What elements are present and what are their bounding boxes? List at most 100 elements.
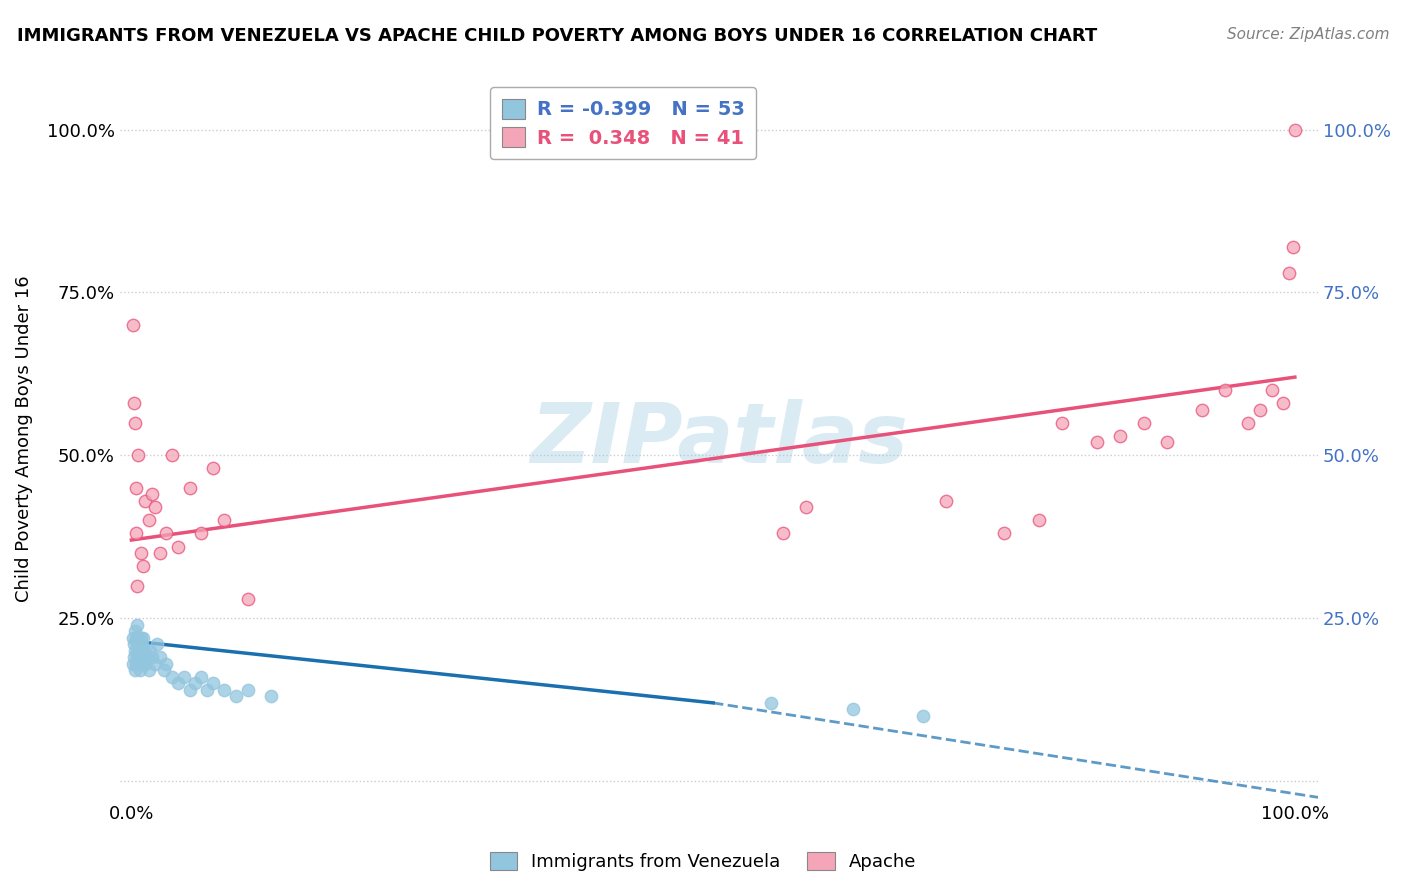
Point [129, 644, 152, 658]
Point [135, 650, 157, 665]
Point [141, 487, 163, 501]
Point [153, 663, 176, 677]
Point [124, 624, 146, 639]
Point [127, 650, 149, 665]
Point [214, 682, 236, 697]
Point [121, 318, 143, 332]
Point [128, 650, 150, 665]
Point [214, 513, 236, 527]
Point [160, 670, 183, 684]
Point [127, 448, 149, 462]
Point [167, 540, 190, 554]
Point [122, 637, 145, 651]
Point [772, 526, 794, 541]
Point [122, 650, 145, 665]
Point [127, 617, 149, 632]
Point [260, 690, 283, 704]
Point [138, 663, 160, 677]
Point [125, 657, 148, 671]
Point [1109, 429, 1132, 443]
Point [129, 631, 152, 645]
Point [155, 657, 177, 671]
Legend: R = -0.399   N = 53, R =  0.348   N = 41: R = -0.399 N = 53, R = 0.348 N = 41 [489, 87, 756, 160]
Point [132, 559, 155, 574]
Point [131, 650, 153, 665]
Text: Source: ZipAtlas.com: Source: ZipAtlas.com [1226, 27, 1389, 42]
Point [1281, 240, 1303, 254]
Point [128, 663, 150, 677]
Point [141, 650, 163, 665]
Point [1213, 383, 1236, 397]
Point [1132, 416, 1154, 430]
Point [225, 690, 247, 704]
Point [139, 644, 162, 658]
Point [1249, 402, 1271, 417]
Point [121, 657, 143, 671]
Point [935, 494, 957, 508]
Point [138, 513, 160, 527]
Point [1191, 402, 1213, 417]
Point [201, 676, 224, 690]
Point [127, 644, 149, 658]
Point [179, 682, 201, 697]
Point [1278, 266, 1301, 280]
Point [127, 657, 149, 671]
Point [134, 644, 156, 658]
Point [195, 682, 218, 697]
Point [122, 396, 145, 410]
Point [761, 696, 783, 710]
Point [128, 637, 150, 651]
Point [842, 702, 865, 716]
Point [125, 631, 148, 645]
Point [149, 546, 172, 560]
Point [127, 579, 149, 593]
Text: IMMIGRANTS FROM VENEZUELA VS APACHE CHILD POVERTY AMONG BOYS UNDER 16 CORRELATIO: IMMIGRANTS FROM VENEZUELA VS APACHE CHIL… [17, 27, 1097, 45]
Point [134, 657, 156, 671]
Point [794, 500, 817, 515]
Point [121, 631, 143, 645]
Point [1085, 435, 1108, 450]
Point [134, 494, 156, 508]
Point [1284, 122, 1306, 136]
Point [173, 670, 195, 684]
Point [125, 526, 148, 541]
Y-axis label: Child Poverty Among Boys Under 16: Child Poverty Among Boys Under 16 [15, 276, 32, 602]
Point [1050, 416, 1073, 430]
Point [143, 657, 166, 671]
Point [1237, 416, 1260, 430]
Point [132, 631, 155, 645]
Point [131, 637, 153, 651]
Point [1272, 396, 1295, 410]
Point [127, 637, 149, 651]
Point [129, 657, 152, 671]
Point [1156, 435, 1178, 450]
Point [190, 526, 212, 541]
Point [129, 546, 152, 560]
Point [124, 663, 146, 677]
Point [160, 448, 183, 462]
Point [155, 526, 177, 541]
Point [911, 709, 934, 723]
Point [1260, 383, 1282, 397]
Point [201, 461, 224, 475]
Point [124, 644, 146, 658]
Point [236, 682, 259, 697]
Point [125, 481, 148, 495]
Point [124, 416, 146, 430]
Point [1028, 513, 1050, 527]
Point [132, 644, 155, 658]
Point [184, 676, 207, 690]
Point [179, 481, 201, 495]
Legend: Immigrants from Venezuela, Apache: Immigrants from Venezuela, Apache [482, 845, 924, 879]
Point [190, 670, 212, 684]
Point [167, 676, 190, 690]
Point [134, 650, 156, 665]
Point [143, 500, 166, 515]
Point [149, 650, 172, 665]
Point [146, 637, 169, 651]
Point [132, 657, 155, 671]
Point [993, 526, 1015, 541]
Text: ZIPatlas: ZIPatlas [530, 399, 908, 480]
Point [236, 591, 259, 606]
Point [127, 631, 149, 645]
